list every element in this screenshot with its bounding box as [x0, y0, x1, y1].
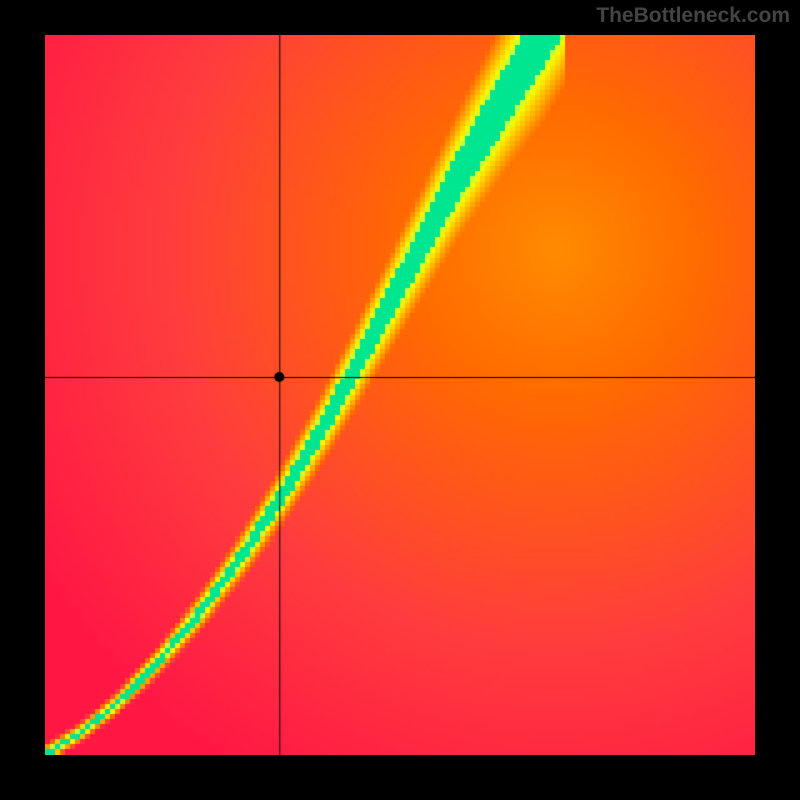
bottleneck-heatmap [45, 35, 755, 755]
watermark-text: TheBottleneck.com [596, 4, 790, 28]
chart-container: TheBottleneck.com [0, 0, 800, 800]
